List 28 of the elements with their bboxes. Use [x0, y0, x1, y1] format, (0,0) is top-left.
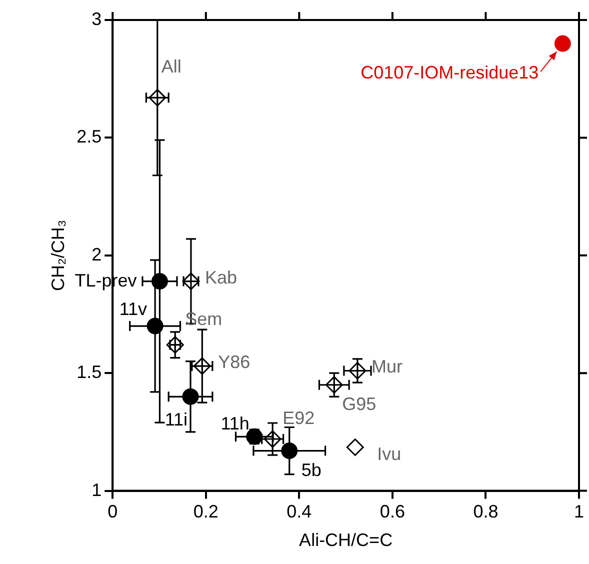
- annotation: 5b: [301, 460, 322, 480]
- x-tick-label: 1: [574, 502, 584, 522]
- y-tick-label: 3: [92, 8, 102, 29]
- y-axis-title: CH₂/CH₃: [48, 220, 68, 292]
- annotation: 11v: [119, 298, 148, 319]
- y-tick-label: 2.5: [76, 126, 102, 147]
- x-tick-label: 0.2: [193, 502, 218, 522]
- x-tick-label: 0.4: [286, 502, 312, 522]
- annotation: G95: [342, 394, 376, 414]
- annotation: Mur: [371, 356, 402, 377]
- point: [554, 35, 571, 52]
- point: [166, 336, 184, 354]
- annotation: Ivu: [377, 444, 402, 464]
- annotation: Kab: [204, 267, 238, 288]
- annotation: C0107-IOM-residue13: [360, 62, 539, 83]
- annotation: All: [161, 56, 182, 77]
- x-tick-label: 0.6: [380, 502, 405, 522]
- y-tick-label: 2: [92, 244, 102, 264]
- annotation: 11h: [220, 414, 250, 434]
- y-tick-label: 1: [92, 480, 102, 500]
- x-tick-label: 0: [108, 502, 118, 522]
- x-tick-label: 0.8: [473, 502, 498, 522]
- annotation: Y86: [218, 352, 250, 372]
- point: [346, 438, 364, 456]
- y-tick-label: 1.5: [76, 362, 102, 382]
- annotation: 11i: [164, 410, 188, 430]
- x-axis-title: Ali-CH/C=C: [299, 530, 393, 550]
- annotation: E92: [282, 408, 315, 428]
